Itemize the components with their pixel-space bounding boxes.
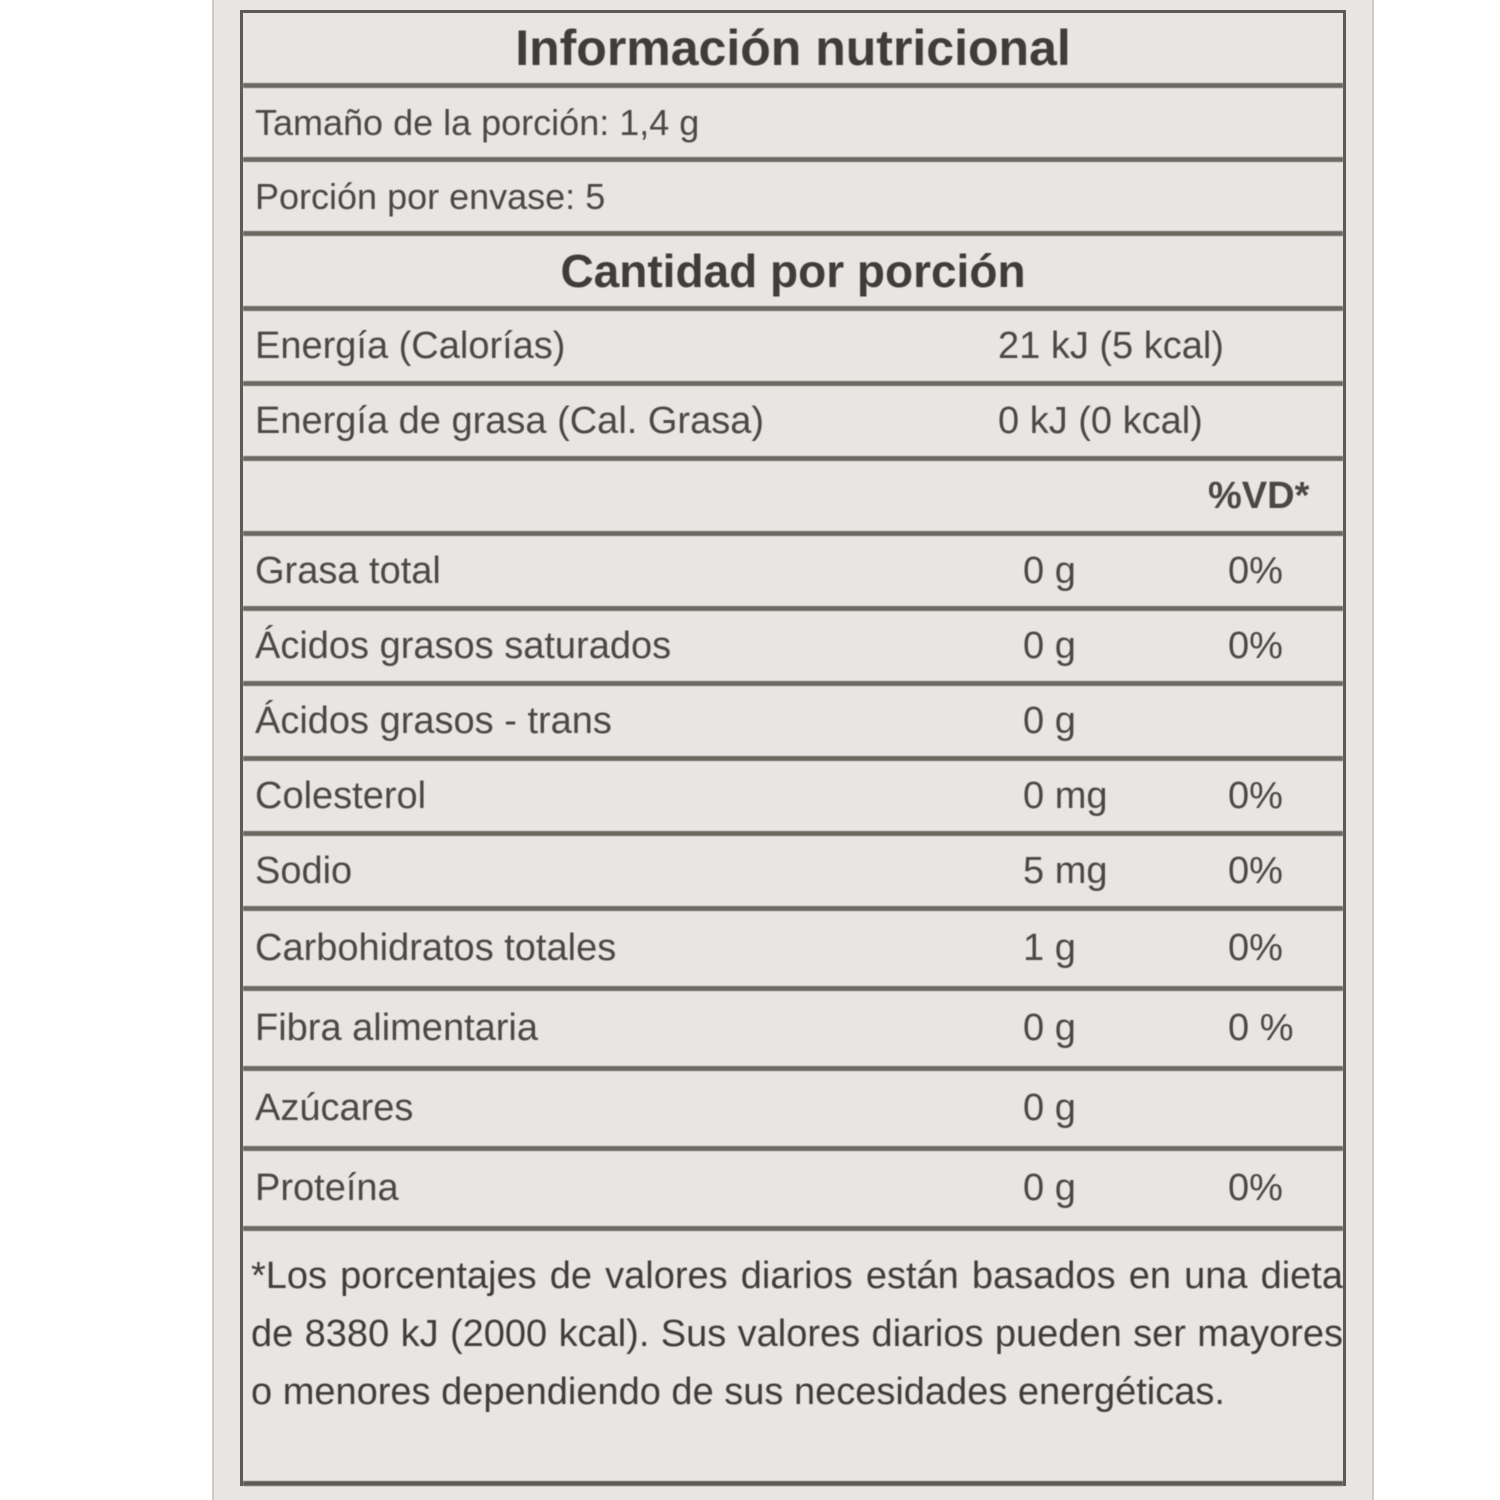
nutrient-row: Ácidos grasos - trans 0 g (243, 686, 1343, 761)
nutrient-amount: 0 g (1023, 1087, 1076, 1129)
energy-fat-value: 0 kJ (0 kcal) (998, 399, 1203, 442)
nutrient-name: Grasa total (255, 549, 441, 592)
nutrient-amount: 0 g (1023, 1007, 1076, 1049)
nutrient-row: Proteína 0 g 0% (243, 1151, 1343, 1231)
nutrition-facts-table: Información nutricional Tamaño de la por… (240, 10, 1346, 1486)
nutrient-row: Fibra alimentaria 0 g 0 % (243, 991, 1343, 1071)
nutrient-dv: 0% (1228, 849, 1283, 892)
nutrient-dv: 0% (1228, 774, 1283, 817)
dv-header-row: %VD* (243, 461, 1343, 536)
nutrient-dv: 0 % (1228, 1007, 1294, 1049)
nutrient-row: Grasa total 0 g 0% (243, 536, 1343, 611)
nutrient-row: Azúcares 0 g (243, 1071, 1343, 1151)
footnote: *Los porcentajes de valores diarios está… (243, 1231, 1343, 1486)
dv-header: %VD* (1208, 474, 1310, 517)
nutrient-name: Colesterol (255, 774, 427, 817)
nutrient-amount: 5 mg (1023, 849, 1108, 892)
nutrient-amount: 0 mg (1023, 774, 1108, 817)
nutrient-amount: 1 g (1023, 927, 1076, 969)
nutrient-amount: 0 g (1023, 699, 1076, 742)
nutrient-row: Sodio 5 mg 0% (243, 836, 1343, 911)
nutrient-name: Ácidos grasos saturados (255, 624, 672, 667)
nutrient-amount: 0 g (1023, 549, 1076, 592)
nutrient-dv: 0% (1228, 927, 1283, 969)
label-title: Información nutricional (243, 13, 1343, 88)
amount-per-serving-heading: Cantidad por porción (243, 236, 1343, 311)
nutrient-name: Sodio (255, 849, 353, 892)
serving-size-row: Tamaño de la porción: 1,4 g (243, 88, 1343, 162)
nutrient-row: Colesterol 0 mg 0% (243, 761, 1343, 836)
servings-per-container: Porción por envase: 5 (255, 175, 606, 217)
nutrient-amount: 0 g (1023, 624, 1076, 667)
energy-row: Energía (Calorías) 21 kJ (5 kcal) (243, 311, 1343, 386)
energy-value: 21 kJ (5 kcal) (998, 324, 1224, 367)
nutrient-dv: 0% (1228, 549, 1283, 592)
nutrient-name: Carbohidratos totales (255, 927, 617, 969)
nutrient-row: Ácidos grasos saturados 0 g 0% (243, 611, 1343, 686)
nutrient-name: Fibra alimentaria (255, 1007, 538, 1049)
nutrient-dv: 0% (1228, 1167, 1283, 1209)
nutrient-name: Ácidos grasos - trans (255, 699, 612, 742)
servings-per-container-row: Porción por envase: 5 (243, 162, 1343, 236)
nutrient-name: Proteína (255, 1167, 399, 1209)
energy-fat-label: Energía de grasa (Cal. Grasa) (255, 399, 765, 442)
label-paper (212, 0, 1374, 1500)
nutrient-row: Carbohidratos totales 1 g 0% (243, 911, 1343, 991)
nutrient-name: Azúcares (255, 1087, 414, 1129)
serving-size: Tamaño de la porción: 1,4 g (255, 101, 700, 143)
nutrient-dv: 0% (1228, 624, 1283, 667)
energy-fat-row: Energía de grasa (Cal. Grasa) 0 kJ (0 kc… (243, 386, 1343, 461)
nutrient-amount: 0 g (1023, 1167, 1076, 1209)
energy-label: Energía (Calorías) (255, 324, 566, 367)
